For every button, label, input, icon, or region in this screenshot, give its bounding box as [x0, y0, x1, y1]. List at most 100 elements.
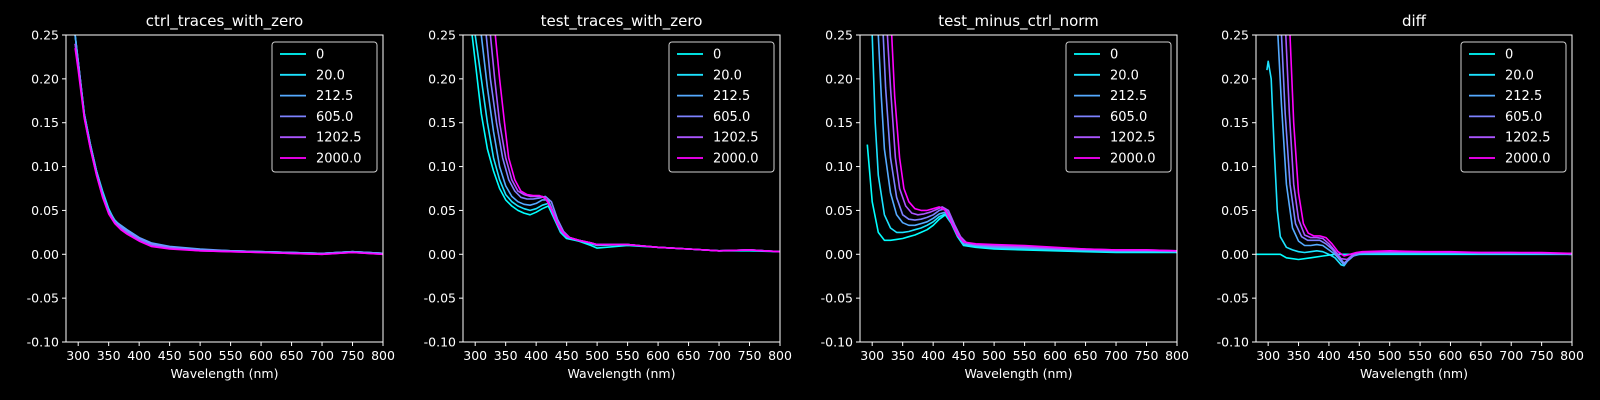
legend-entry: 605.0 — [1505, 110, 1542, 125]
y-tick-label: -0.10 — [1217, 335, 1249, 350]
x-axis-label: Wavelength (nm) — [171, 366, 279, 381]
legend-entry: 605.0 — [713, 110, 750, 125]
legend-entry: 605.0 — [316, 110, 353, 125]
y-tick-label: 0.20 — [1221, 71, 1249, 86]
series-group — [471, 35, 780, 253]
series-line-0 — [866, 144, 1177, 254]
x-tick-label: 500 — [1378, 348, 1402, 363]
y-tick-label: 0.00 — [31, 247, 59, 262]
y-tick-label: 0.00 — [825, 247, 853, 262]
legend: 0 20.0 212.5 605.0 1202.5 2000.0 — [271, 41, 378, 173]
x-tick-label: 600 — [1439, 348, 1463, 363]
x-axis-label: Wavelength (nm) — [568, 366, 676, 381]
y-tick-label: 0.05 — [825, 203, 853, 218]
legend-entry: 212.5 — [1110, 89, 1147, 104]
series-line-20.0 — [1266, 60, 1572, 267]
x-tick-label: 450 — [952, 348, 976, 363]
y-tick-label: 0.10 — [1221, 159, 1249, 174]
legend-entry: 1202.5 — [1505, 131, 1551, 146]
x-tick-label: 550 — [219, 348, 243, 363]
series-line-2000.0 — [494, 35, 780, 253]
series-line-2000.0 — [890, 35, 1177, 252]
x-tick-label: 400 — [127, 348, 151, 363]
y-tick-label: -0.05 — [424, 291, 456, 306]
chart-panel-3: test_minus_ctrl_norm 300 350 400 450 500 550 60… — [821, 12, 1189, 381]
x-tick-label: 550 — [616, 348, 640, 363]
y-tick-label: 0.15 — [1221, 115, 1249, 130]
x-tick-label: 450 — [555, 348, 579, 363]
legend-entry: 212.5 — [713, 89, 750, 104]
legend-entry: 0 — [713, 48, 721, 63]
x-tick-label: 750 — [1135, 348, 1159, 363]
x-tick-label: 350 — [891, 348, 915, 363]
series-line-0 — [1256, 253, 1572, 261]
y-tick-label: 0.00 — [1221, 247, 1249, 262]
y-tick-label: 0.25 — [428, 28, 456, 43]
x-tick-label: 500 — [188, 348, 212, 363]
y-tick-label: 0.05 — [31, 203, 59, 218]
y-tick-label: -0.10 — [821, 335, 853, 350]
y-tick-label: 0.20 — [825, 71, 853, 86]
legend-entry: 20.0 — [316, 68, 345, 83]
y-tick-label: 0.05 — [1221, 203, 1249, 218]
legend-entry: 2000.0 — [713, 152, 759, 167]
y-tick-label: 0.00 — [428, 247, 456, 262]
legend-entry: 605.0 — [1110, 110, 1147, 125]
x-tick-label: 350 — [1287, 348, 1311, 363]
x-tick-label: 650 — [677, 348, 701, 363]
x-tick-label: 700 — [1104, 348, 1128, 363]
x-tick-label: 750 — [1530, 348, 1554, 363]
x-tick-label: 800 — [1165, 348, 1189, 363]
legend: 0 20.0 212.5 605.0 1202.5 2000.0 — [668, 41, 775, 173]
x-axis-label: Wavelength (nm) — [965, 366, 1073, 381]
chart-title: diff — [1402, 12, 1427, 30]
plot-frame — [462, 34, 781, 343]
y-tick-label: 0.15 — [825, 115, 853, 130]
legend-entry: 2000.0 — [1505, 152, 1551, 167]
x-tick-label: 300 — [860, 348, 884, 363]
y-tick-label: 0.15 — [428, 115, 456, 130]
legend: 0 20.0 212.5 605.0 1202.5 2000.0 — [1460, 41, 1567, 173]
y-tick-label: 0.05 — [428, 203, 456, 218]
legend-entry: 2000.0 — [316, 152, 362, 167]
x-tick-label: 600 — [1043, 348, 1067, 363]
x-axis-label: Wavelength (nm) — [1360, 366, 1468, 381]
x-tick-label: 450 — [158, 348, 182, 363]
y-tick-label: -0.05 — [821, 291, 853, 306]
x-tick-label: 700 — [310, 348, 334, 363]
chart-panel-1: ctrl_traces_with_zero 300 350 400 450 500 550 6… — [27, 12, 395, 381]
y-tick-label: 0.20 — [428, 71, 456, 86]
legend-entry: 212.5 — [316, 89, 353, 104]
y-tick-label: -0.05 — [27, 291, 59, 306]
y-tick-label: 0.25 — [1221, 28, 1249, 43]
x-tick-label: 300 — [1256, 348, 1280, 363]
x-tick-label: 800 — [1560, 348, 1584, 363]
legend-entry: 20.0 — [1505, 68, 1534, 83]
legend-entry: 1202.5 — [316, 131, 362, 146]
x-tick-label: 350 — [494, 348, 518, 363]
chart-title: test_traces_with_zero — [541, 12, 703, 31]
legend: 0 20.0 212.5 605.0 1202.5 2000.0 — [1065, 41, 1172, 173]
x-tick-label: 300 — [66, 348, 90, 363]
series-group — [1256, 35, 1572, 267]
x-tick-label: 750 — [738, 348, 762, 363]
legend-entry: 212.5 — [1505, 89, 1542, 104]
legend-entry: 0 — [1505, 48, 1513, 63]
x-tick-label: 800 — [768, 348, 792, 363]
chart-title: ctrl_traces_with_zero — [146, 12, 303, 31]
legend-entry: 20.0 — [713, 68, 742, 83]
chart-panel-4: diff 300 350 400 450 500 550 600 650 700 750 800 -0.… — [1217, 12, 1584, 381]
legend-entry: 20.0 — [1110, 68, 1139, 83]
x-tick-label: 550 — [1408, 348, 1432, 363]
series-group — [74, 35, 383, 256]
series-group — [866, 35, 1177, 254]
chart-panel-2: test_traces_with_zero 300 350 400 450 500 550 6… — [424, 12, 792, 381]
y-tick-label: -0.10 — [27, 335, 59, 350]
y-tick-label: 0.10 — [428, 159, 456, 174]
plot-frame — [65, 34, 384, 343]
x-tick-label: 700 — [1499, 348, 1523, 363]
y-tick-label: 0.20 — [31, 71, 59, 86]
legend-entry: 2000.0 — [1110, 152, 1156, 167]
series-line-20.0 — [871, 35, 1177, 253]
x-tick-label: 400 — [524, 348, 548, 363]
